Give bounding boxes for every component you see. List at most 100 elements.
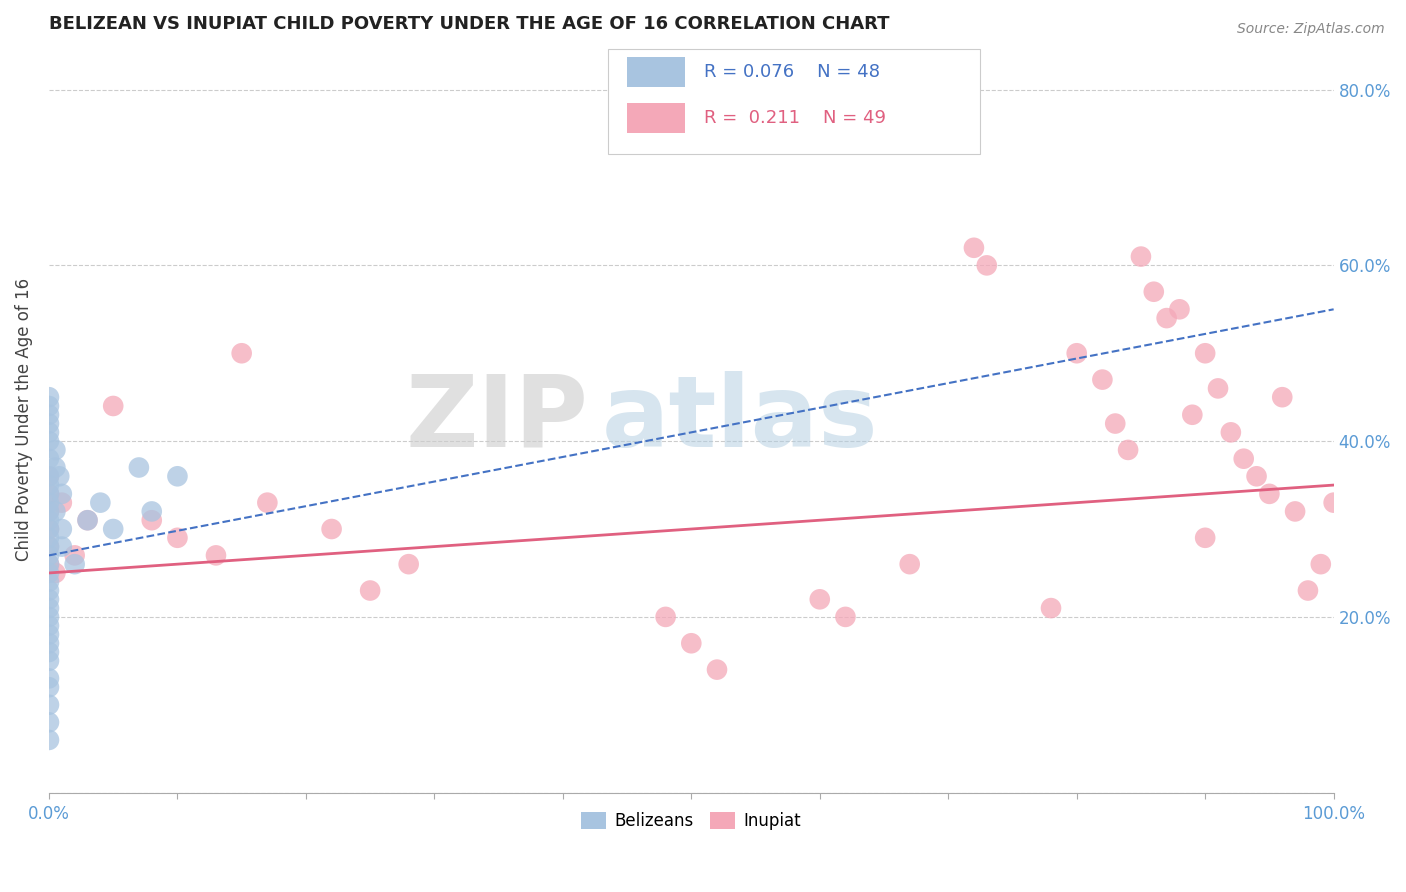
Point bbox=[398, 557, 420, 571]
Point bbox=[1091, 373, 1114, 387]
Point bbox=[808, 592, 831, 607]
Text: atlas: atlas bbox=[602, 371, 877, 467]
Point bbox=[48, 469, 70, 483]
Point bbox=[128, 460, 150, 475]
Point bbox=[38, 654, 60, 668]
Point bbox=[38, 610, 60, 624]
Point bbox=[51, 540, 73, 554]
Point bbox=[38, 636, 60, 650]
Point bbox=[89, 496, 111, 510]
Point bbox=[38, 601, 60, 615]
Point bbox=[38, 417, 60, 431]
Point bbox=[38, 549, 60, 563]
Point bbox=[681, 636, 703, 650]
Point bbox=[38, 557, 60, 571]
Point bbox=[1323, 496, 1346, 510]
Point bbox=[1258, 487, 1281, 501]
Point bbox=[359, 583, 381, 598]
Point bbox=[38, 592, 60, 607]
Point bbox=[976, 258, 998, 272]
Point bbox=[1246, 469, 1268, 483]
Point bbox=[1194, 346, 1216, 360]
Point bbox=[38, 733, 60, 747]
Point bbox=[38, 540, 60, 554]
Point bbox=[38, 504, 60, 518]
Point bbox=[834, 610, 856, 624]
Point bbox=[166, 531, 188, 545]
Point bbox=[1156, 311, 1178, 326]
Point bbox=[38, 496, 60, 510]
Point bbox=[166, 469, 188, 483]
Point bbox=[1129, 250, 1152, 264]
Point bbox=[38, 574, 60, 589]
Point bbox=[38, 715, 60, 730]
Point bbox=[51, 496, 73, 510]
Point bbox=[38, 478, 60, 492]
Point bbox=[1066, 346, 1088, 360]
Point bbox=[1233, 451, 1256, 466]
Point bbox=[38, 680, 60, 694]
Point bbox=[63, 549, 86, 563]
Point bbox=[38, 504, 60, 518]
Point bbox=[1168, 302, 1191, 317]
FancyBboxPatch shape bbox=[627, 103, 685, 133]
Point bbox=[38, 513, 60, 527]
Point bbox=[76, 513, 98, 527]
Point bbox=[141, 513, 163, 527]
Point bbox=[38, 425, 60, 440]
Point bbox=[38, 645, 60, 659]
Point bbox=[38, 434, 60, 449]
Point bbox=[38, 487, 60, 501]
Point bbox=[231, 346, 253, 360]
Point bbox=[51, 522, 73, 536]
Legend: Belizeans, Inupiat: Belizeans, Inupiat bbox=[575, 805, 808, 837]
Point bbox=[1271, 390, 1294, 404]
FancyBboxPatch shape bbox=[607, 49, 980, 154]
Point bbox=[38, 469, 60, 483]
Point bbox=[321, 522, 343, 536]
Point bbox=[38, 399, 60, 413]
Text: Source: ZipAtlas.com: Source: ZipAtlas.com bbox=[1237, 22, 1385, 37]
Point bbox=[1206, 381, 1229, 395]
Text: R = 0.076    N = 48: R = 0.076 N = 48 bbox=[704, 63, 880, 81]
Point bbox=[1040, 601, 1063, 615]
Point bbox=[1194, 531, 1216, 545]
Point bbox=[1143, 285, 1166, 299]
Point bbox=[963, 241, 986, 255]
Point bbox=[44, 460, 66, 475]
Point bbox=[38, 451, 60, 466]
Point bbox=[38, 522, 60, 536]
Point bbox=[44, 442, 66, 457]
Point bbox=[38, 531, 60, 545]
Point bbox=[38, 583, 60, 598]
Point bbox=[654, 610, 676, 624]
Point bbox=[1116, 442, 1139, 457]
Point bbox=[1104, 417, 1126, 431]
Point bbox=[38, 557, 60, 571]
Point bbox=[1284, 504, 1306, 518]
Point bbox=[38, 627, 60, 641]
Point bbox=[76, 513, 98, 527]
Point bbox=[51, 487, 73, 501]
Y-axis label: Child Poverty Under the Age of 16: Child Poverty Under the Age of 16 bbox=[15, 277, 32, 561]
Point bbox=[898, 557, 921, 571]
Point bbox=[38, 618, 60, 632]
Text: ZIP: ZIP bbox=[406, 371, 589, 467]
Point bbox=[63, 557, 86, 571]
Point bbox=[1181, 408, 1204, 422]
Point bbox=[205, 549, 228, 563]
Point bbox=[38, 698, 60, 712]
Point bbox=[44, 566, 66, 580]
Point bbox=[38, 540, 60, 554]
Point bbox=[141, 504, 163, 518]
Point bbox=[38, 408, 60, 422]
Point bbox=[1296, 583, 1319, 598]
Point bbox=[103, 399, 125, 413]
Text: BELIZEAN VS INUPIAT CHILD POVERTY UNDER THE AGE OF 16 CORRELATION CHART: BELIZEAN VS INUPIAT CHILD POVERTY UNDER … bbox=[49, 15, 890, 33]
Point bbox=[38, 566, 60, 580]
Point bbox=[38, 487, 60, 501]
Point bbox=[1309, 557, 1331, 571]
Point bbox=[103, 522, 125, 536]
Point bbox=[256, 496, 278, 510]
Point bbox=[1219, 425, 1241, 440]
